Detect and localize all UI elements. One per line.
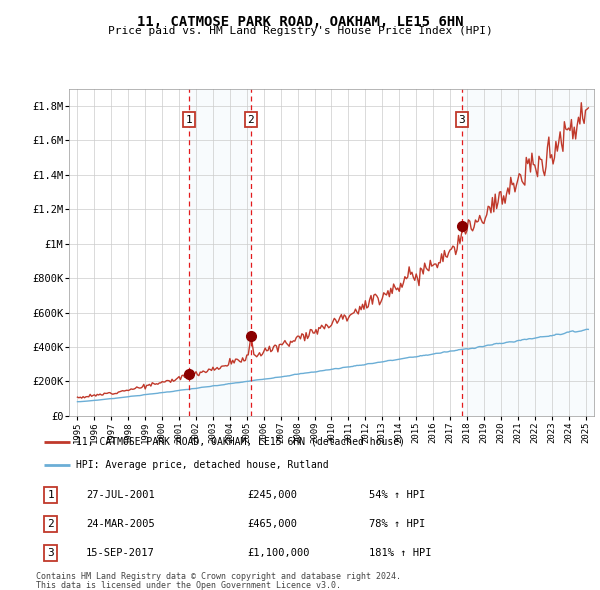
Text: £245,000: £245,000 [247, 490, 297, 500]
Text: 24-MAR-2005: 24-MAR-2005 [86, 519, 155, 529]
Text: Contains HM Land Registry data © Crown copyright and database right 2024.: Contains HM Land Registry data © Crown c… [36, 572, 401, 581]
Text: HPI: Average price, detached house, Rutland: HPI: Average price, detached house, Rutl… [76, 460, 328, 470]
Text: 11, CATMOSE PARK ROAD, OAKHAM, LE15 6HN: 11, CATMOSE PARK ROAD, OAKHAM, LE15 6HN [137, 15, 463, 29]
Text: Price paid vs. HM Land Registry's House Price Index (HPI): Price paid vs. HM Land Registry's House … [107, 26, 493, 36]
Text: 3: 3 [47, 548, 54, 558]
Text: 11, CATMOSE PARK ROAD, OAKHAM, LE15 6HN (detached house): 11, CATMOSE PARK ROAD, OAKHAM, LE15 6HN … [76, 437, 404, 447]
Text: £1,100,000: £1,100,000 [247, 548, 310, 558]
Text: 27-JUL-2001: 27-JUL-2001 [86, 490, 155, 500]
Text: 54% ↑ HPI: 54% ↑ HPI [368, 490, 425, 500]
Text: 181% ↑ HPI: 181% ↑ HPI [368, 548, 431, 558]
Text: 15-SEP-2017: 15-SEP-2017 [86, 548, 155, 558]
Text: 1: 1 [47, 490, 54, 500]
Bar [462, 88, 594, 416]
Text: 1: 1 [185, 114, 192, 124]
Text: This data is licensed under the Open Government Licence v3.0.: This data is licensed under the Open Gov… [36, 581, 341, 590]
Text: 78% ↑ HPI: 78% ↑ HPI [368, 519, 425, 529]
Text: 2: 2 [47, 519, 54, 529]
Bar [189, 88, 251, 416]
Text: 2: 2 [247, 114, 254, 124]
Text: 3: 3 [458, 114, 466, 124]
Text: £465,000: £465,000 [247, 519, 297, 529]
